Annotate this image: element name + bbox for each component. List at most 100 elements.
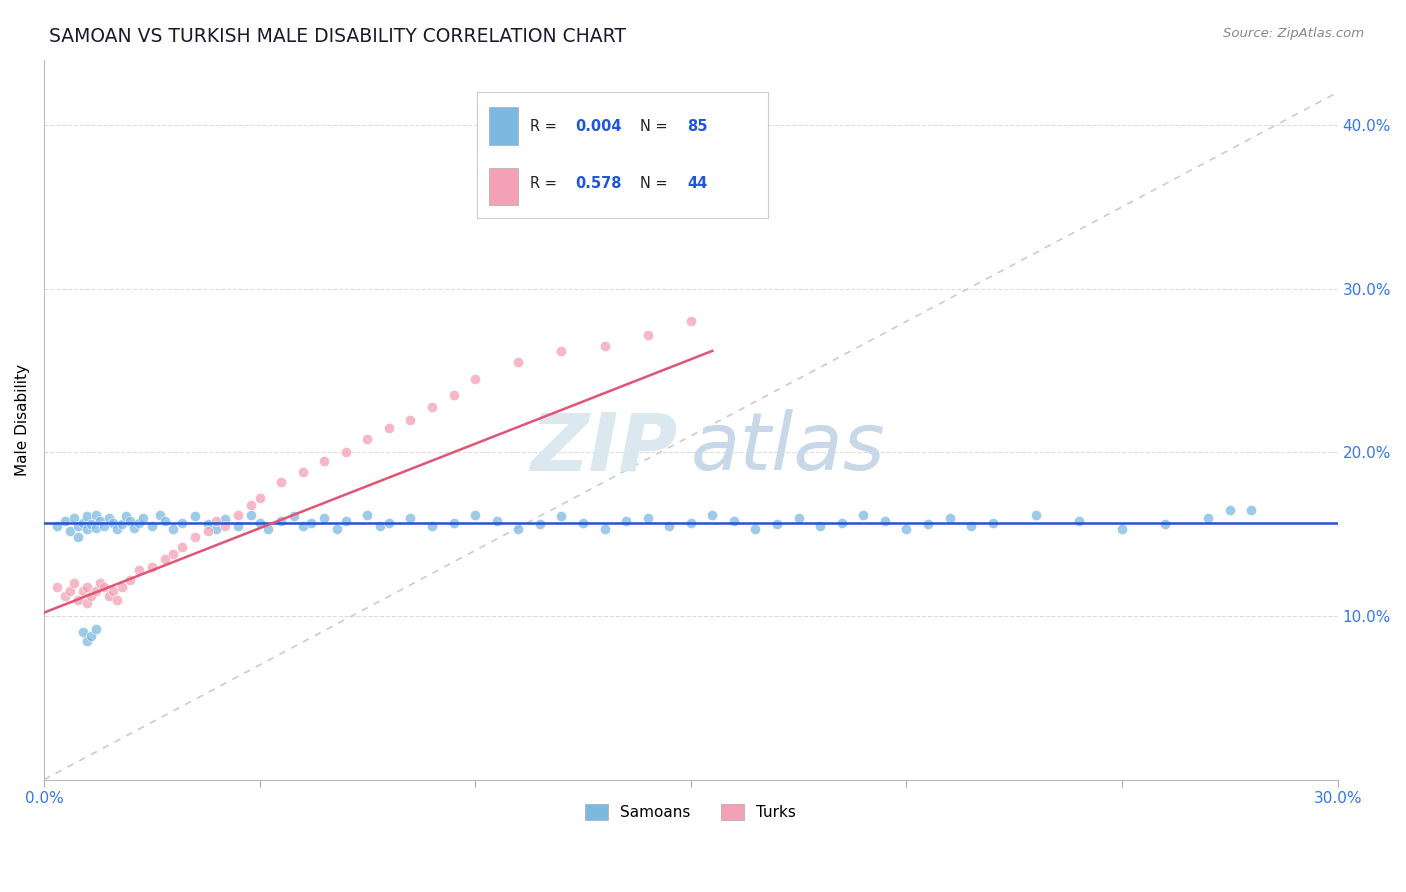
Point	[128, 516, 150, 530]
Point	[873, 514, 896, 528]
Point	[67, 519, 90, 533]
Point	[153, 551, 176, 566]
Point	[1067, 514, 1090, 528]
Point	[335, 445, 357, 459]
Point	[550, 343, 572, 358]
Point	[97, 510, 120, 524]
Point	[197, 524, 219, 538]
Point	[141, 560, 163, 574]
Point	[1111, 522, 1133, 536]
Point	[508, 522, 530, 536]
Point	[399, 510, 422, 524]
Point	[80, 590, 103, 604]
Point	[76, 596, 98, 610]
Point	[702, 508, 724, 522]
Point	[84, 520, 107, 534]
Point	[291, 465, 314, 479]
Point	[378, 421, 401, 435]
Point	[101, 584, 124, 599]
Point	[270, 514, 292, 528]
Point	[205, 514, 228, 528]
Point	[105, 522, 128, 536]
Point	[356, 432, 378, 446]
Point	[80, 517, 103, 532]
Point	[132, 510, 155, 524]
Point	[170, 540, 193, 554]
Point	[291, 519, 314, 533]
Point	[420, 519, 443, 533]
Point	[59, 584, 82, 599]
Point	[508, 355, 530, 369]
Point	[120, 514, 142, 528]
Point	[960, 519, 983, 533]
Point	[443, 388, 465, 402]
Point	[1197, 510, 1219, 524]
Point	[80, 629, 103, 643]
Point	[93, 580, 115, 594]
Text: atlas: atlas	[690, 409, 886, 487]
Point	[76, 522, 98, 536]
Point	[89, 576, 111, 591]
Point	[766, 517, 789, 532]
Point	[852, 508, 875, 522]
Point	[162, 522, 184, 536]
Point	[723, 514, 745, 528]
Point	[335, 514, 357, 528]
Point	[84, 508, 107, 522]
Point	[314, 510, 336, 524]
Point	[658, 519, 681, 533]
Point	[120, 573, 142, 587]
Point	[917, 517, 939, 532]
Point	[787, 510, 810, 524]
Point	[97, 590, 120, 604]
Point	[59, 524, 82, 538]
Point	[808, 519, 831, 533]
Point	[378, 516, 401, 530]
Point	[314, 453, 336, 467]
Point	[184, 509, 207, 524]
Point	[420, 400, 443, 414]
Point	[593, 339, 616, 353]
Point	[55, 590, 77, 604]
Point	[239, 508, 262, 522]
Point	[550, 509, 572, 524]
Point	[84, 584, 107, 599]
Y-axis label: Male Disability: Male Disability	[15, 364, 30, 475]
Point	[110, 517, 132, 532]
Point	[72, 584, 94, 599]
Point	[270, 475, 292, 489]
Point	[45, 580, 67, 594]
Point	[1240, 502, 1263, 516]
Text: ZIP: ZIP	[530, 409, 678, 487]
Point	[197, 517, 219, 532]
Point	[679, 516, 702, 530]
Point	[72, 516, 94, 530]
Point	[249, 491, 271, 505]
Point	[128, 563, 150, 577]
Legend: Samoans, Turks: Samoans, Turks	[579, 797, 803, 826]
Point	[76, 509, 98, 524]
Point	[124, 520, 146, 534]
Point	[249, 516, 271, 530]
Point	[1219, 502, 1241, 516]
Point	[572, 516, 595, 530]
Point	[226, 519, 249, 533]
Point	[1025, 508, 1047, 522]
Point	[84, 622, 107, 636]
Point	[205, 522, 228, 536]
Point	[149, 508, 172, 522]
Point	[464, 372, 486, 386]
Text: SAMOAN VS TURKISH MALE DISABILITY CORRELATION CHART: SAMOAN VS TURKISH MALE DISABILITY CORREL…	[49, 27, 626, 45]
Point	[283, 509, 305, 524]
Point	[63, 576, 86, 591]
Point	[214, 519, 236, 533]
Point	[110, 580, 132, 594]
Point	[1154, 517, 1177, 532]
Point	[679, 314, 702, 328]
Point	[67, 592, 90, 607]
Text: Source: ZipAtlas.com: Source: ZipAtlas.com	[1223, 27, 1364, 40]
Point	[257, 522, 280, 536]
Point	[45, 519, 67, 533]
Point	[896, 522, 918, 536]
Point	[981, 516, 1004, 530]
